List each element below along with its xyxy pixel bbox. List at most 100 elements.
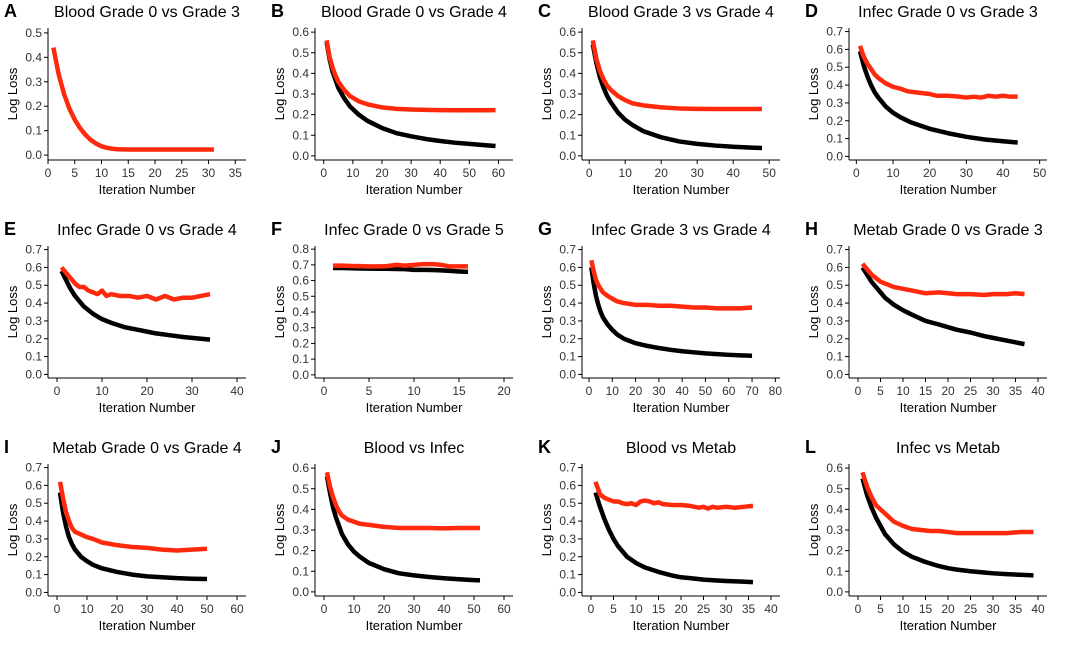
- y-tick-label: 0.0: [25, 585, 42, 599]
- y-tick-label: 0.4: [559, 514, 576, 528]
- y-tick-label: 0.2: [826, 332, 843, 346]
- chart-i: I Metab Grade 0 vs Grade 4 0.0 0.1 0.2 0.3 0.4…: [4, 437, 246, 633]
- series-line-train: [589, 267, 753, 358]
- y-tick-label: 0.6: [292, 461, 309, 475]
- y-tick-label: 0.7: [559, 243, 576, 257]
- y-tick-label: 0.4: [292, 66, 309, 80]
- panel-letter: C: [538, 1, 551, 21]
- x-tick-label: 15: [452, 384, 466, 398]
- series-line-test: [324, 39, 496, 113]
- x-tick-label: 40: [437, 602, 451, 616]
- x-tick-label: 20: [375, 166, 389, 180]
- chart-d: D Infec Grade 0 vs Grade 3 0.0 0.1 0.2 0.3 0.4…: [805, 1, 1047, 197]
- x-tick-label: 60: [497, 602, 511, 616]
- x-tick-label: 80: [769, 384, 783, 398]
- y-tick-label: 0.4: [292, 305, 309, 319]
- y-tick-label: 0.4: [25, 296, 42, 310]
- x-tick-label: 0: [586, 384, 593, 398]
- chart-f: F Infec Grade 0 vs Grade 5 0.0 0.1 0.20.3 0.4…: [271, 219, 513, 415]
- y-tick-label: 0.2: [292, 544, 309, 558]
- chart-title: Infec Grade 3 vs Grade 4: [591, 222, 771, 239]
- chart-g: G Infec Grade 3 vs Grade 4 0.0 0.1 0.2 0.3 0.4…: [538, 219, 783, 415]
- series-line-train: [860, 266, 1025, 347]
- panel-letter: G: [538, 219, 552, 239]
- chart-h: H Metab Grade 0 vs Grade 3 0.0 0.1 0.2 0.3 0.4…: [805, 219, 1047, 415]
- y-tick-label: 0.3: [559, 87, 576, 101]
- series-line-train: [57, 492, 208, 582]
- x-tick-label: 50: [699, 384, 713, 398]
- x-tick-label: 30: [986, 384, 1000, 398]
- panel-l: L Infec vs Metab 0.0 0.1 0.2 0.3 0.4 0.5 0.6 0 5 10…: [801, 436, 1065, 653]
- x-tick-label: 35: [1009, 384, 1023, 398]
- y-tick-label: 0.6: [25, 260, 42, 274]
- x-tick-label: 10: [80, 602, 94, 616]
- y-tick-label: 0.5: [826, 482, 843, 496]
- x-tick-label: 20: [497, 384, 511, 398]
- y-tick-label: 0.6: [25, 478, 42, 492]
- x-axis-title: Iteration Number: [633, 182, 730, 197]
- y-tick-label: 0.1: [559, 128, 576, 142]
- y-tick-label: 0.2: [559, 550, 576, 564]
- panel-g: G Infec Grade 3 vs Grade 4 0.0 0.1 0.2 0.3 0.4…: [534, 218, 800, 435]
- y-tick-label: 0.0: [826, 149, 843, 163]
- y-axis-title: Log Loss: [5, 285, 20, 338]
- y-tick-label: 0.6: [559, 260, 576, 274]
- y-tick-label: 0.5: [25, 496, 42, 510]
- series-line-test: [590, 39, 762, 112]
- x-tick-label: 15: [122, 166, 136, 180]
- panel-letter: E: [4, 219, 16, 239]
- y-tick-label: 0.1: [292, 128, 309, 142]
- x-tick-label: 40: [764, 602, 778, 616]
- x-tick-label: 50: [1033, 166, 1047, 180]
- x-tick-label: 10: [886, 166, 900, 180]
- x-tick-label: 40: [170, 602, 184, 616]
- x-tick-label: 20: [148, 166, 162, 180]
- x-tick-label: 10: [95, 384, 109, 398]
- x-tick-label: 30: [986, 602, 1000, 616]
- panel-letter: I: [4, 437, 9, 457]
- panel-e: E Infec Grade 0 vs Grade 4 0.0 0.1 0.2 0.3 0.4…: [0, 218, 266, 435]
- y-tick-label: 0.5: [292, 289, 309, 303]
- x-tick-label: 20: [140, 384, 154, 398]
- x-tick-label: 15: [652, 602, 666, 616]
- x-tick-label: 0: [855, 602, 862, 616]
- y-tick-label: 0.1: [826, 564, 843, 578]
- y-tick-label: 0.0: [559, 585, 576, 599]
- y-tick-label: 0.5: [559, 46, 576, 60]
- y-tick-label: 0.7: [826, 25, 843, 39]
- series-line-test: [57, 481, 208, 553]
- x-tick-label: 25: [175, 166, 189, 180]
- x-axis-title: Iteration Number: [366, 618, 463, 633]
- x-tick-label: 30: [404, 166, 418, 180]
- y-tick-label: 0.6: [559, 478, 576, 492]
- x-tick-label: 15: [919, 384, 933, 398]
- series-line-test: [857, 45, 1018, 100]
- panel-letter: F: [271, 219, 282, 239]
- x-tick-label: 35: [742, 602, 756, 616]
- y-tick-label: 0.6: [292, 274, 309, 288]
- x-tick-label: 20: [110, 602, 124, 616]
- x-tick-label: 20: [377, 602, 391, 616]
- x-tick-label: 25: [964, 602, 978, 616]
- y-tick-label: 0.0: [826, 585, 843, 599]
- y-tick-label: 0.5: [826, 60, 843, 74]
- y-tick-label: 0.3: [25, 314, 42, 328]
- chart-c: C Blood Grade 3 vs Grade 4 0.0 0.1 0.2 0.3 0.4…: [538, 1, 780, 197]
- chart-title: Infec Grade 0 vs Grade 5: [324, 222, 504, 239]
- x-tick-label: 35: [1009, 602, 1023, 616]
- y-tick-label: 0.0: [559, 149, 576, 163]
- y-tick-label: 0.6: [826, 42, 843, 56]
- chart-title: Infec vs Metab: [896, 440, 1000, 457]
- x-axis-title: Iteration Number: [900, 618, 997, 633]
- panel-d: D Infec Grade 0 vs Grade 3 0.0 0.1 0.2 0.3 0.4…: [801, 0, 1065, 217]
- y-tick-label: 0.1: [292, 564, 309, 578]
- x-axis-title: Iteration Number: [366, 182, 463, 197]
- y-tick-label: 0.0: [559, 367, 576, 381]
- x-tick-label: 5: [877, 384, 884, 398]
- y-tick-label: 0.5: [25, 278, 42, 292]
- y-tick-label: 0.3: [292, 523, 309, 537]
- y-tick-label: 0.4: [25, 50, 42, 64]
- series-line-test: [324, 471, 480, 531]
- x-tick-label: 20: [941, 602, 955, 616]
- x-tick-label: 10: [606, 384, 620, 398]
